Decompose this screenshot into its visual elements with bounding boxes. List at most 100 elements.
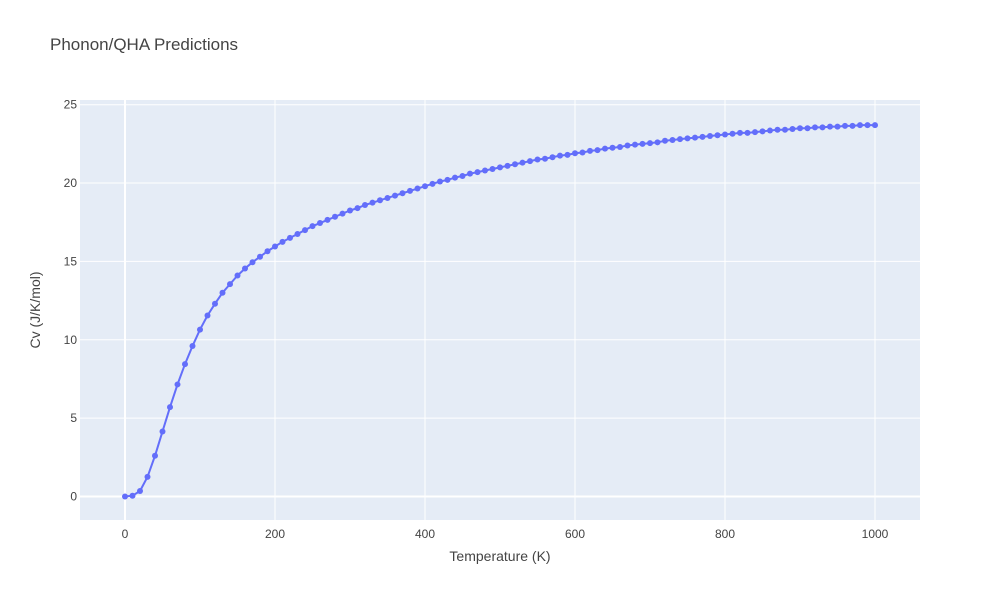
data-point[interactable] bbox=[872, 122, 878, 129]
data-point[interactable] bbox=[354, 205, 361, 212]
data-point[interactable] bbox=[279, 238, 286, 245]
data-point[interactable] bbox=[249, 259, 256, 266]
data-point[interactable] bbox=[234, 272, 241, 279]
data-point[interactable] bbox=[654, 139, 661, 146]
data-point[interactable] bbox=[692, 134, 698, 141]
data-point[interactable] bbox=[602, 145, 608, 152]
data-point[interactable] bbox=[272, 243, 278, 250]
data-point[interactable] bbox=[647, 140, 653, 147]
data-point[interactable] bbox=[797, 125, 803, 132]
data-point[interactable] bbox=[699, 133, 706, 140]
data-point[interactable] bbox=[339, 210, 346, 217]
data-point[interactable] bbox=[512, 161, 518, 168]
data-point[interactable] bbox=[527, 158, 533, 165]
data-point[interactable] bbox=[609, 144, 616, 151]
data-point[interactable] bbox=[669, 136, 676, 143]
data-point[interactable] bbox=[347, 207, 353, 214]
data-point[interactable] bbox=[504, 162, 511, 169]
data-point[interactable] bbox=[752, 129, 758, 136]
data-point[interactable] bbox=[287, 234, 293, 241]
data-point[interactable] bbox=[542, 155, 548, 162]
data-point[interactable] bbox=[144, 473, 151, 480]
data-point[interactable] bbox=[587, 147, 593, 154]
data-point[interactable] bbox=[167, 404, 173, 411]
data-point[interactable] bbox=[759, 128, 766, 135]
data-point[interactable] bbox=[774, 126, 781, 133]
data-point[interactable] bbox=[849, 122, 856, 129]
data-point[interactable] bbox=[707, 133, 713, 140]
data-point[interactable] bbox=[827, 123, 833, 130]
data-point[interactable] bbox=[444, 176, 451, 183]
data-point[interactable] bbox=[842, 122, 848, 129]
data-point[interactable] bbox=[789, 125, 796, 132]
data-point[interactable] bbox=[617, 144, 623, 151]
data-point[interactable] bbox=[684, 135, 691, 142]
data-point[interactable] bbox=[129, 492, 136, 499]
data-point[interactable] bbox=[302, 227, 308, 234]
data-point[interactable] bbox=[534, 156, 541, 163]
data-point[interactable] bbox=[227, 281, 233, 288]
data-point[interactable] bbox=[159, 428, 166, 435]
data-point[interactable] bbox=[729, 130, 736, 137]
data-point[interactable] bbox=[572, 150, 578, 157]
data-point[interactable] bbox=[782, 126, 788, 133]
data-point[interactable] bbox=[324, 216, 331, 223]
data-point[interactable] bbox=[662, 137, 668, 144]
data-point[interactable] bbox=[624, 142, 631, 149]
data-point[interactable] bbox=[317, 220, 323, 227]
data-point[interactable] bbox=[174, 381, 181, 388]
data-point[interactable] bbox=[857, 122, 863, 129]
data-point[interactable] bbox=[744, 129, 751, 136]
data-point[interactable] bbox=[437, 178, 443, 185]
data-point[interactable] bbox=[864, 122, 871, 129]
data-point[interactable] bbox=[722, 131, 728, 138]
data-point[interactable] bbox=[489, 165, 496, 172]
data-point[interactable] bbox=[362, 202, 368, 208]
data-point[interactable] bbox=[459, 173, 466, 180]
data-point[interactable] bbox=[812, 124, 818, 131]
data-point[interactable] bbox=[257, 253, 263, 260]
data-point[interactable] bbox=[122, 493, 128, 500]
data-point[interactable] bbox=[182, 361, 188, 368]
data-point[interactable] bbox=[137, 488, 143, 495]
data-point[interactable] bbox=[369, 199, 376, 206]
data-point[interactable] bbox=[497, 164, 503, 171]
data-point[interactable] bbox=[594, 147, 601, 154]
data-point[interactable] bbox=[467, 170, 473, 177]
data-point[interactable] bbox=[579, 149, 586, 156]
data-point[interactable] bbox=[392, 192, 398, 199]
data-point[interactable] bbox=[639, 140, 646, 147]
data-point[interactable] bbox=[264, 248, 271, 255]
data-point[interactable] bbox=[767, 127, 773, 134]
data-point[interactable] bbox=[294, 230, 301, 237]
data-point[interactable] bbox=[632, 141, 638, 148]
data-point[interactable] bbox=[519, 159, 526, 166]
data-point[interactable] bbox=[377, 197, 383, 204]
data-point[interactable] bbox=[677, 136, 683, 143]
data-point[interactable] bbox=[834, 123, 841, 130]
data-point[interactable] bbox=[422, 183, 428, 190]
data-point[interactable] bbox=[429, 180, 436, 187]
data-point[interactable] bbox=[482, 167, 488, 174]
data-point[interactable] bbox=[414, 185, 421, 192]
data-point[interactable] bbox=[189, 343, 196, 350]
data-point[interactable] bbox=[714, 132, 721, 139]
data-point[interactable] bbox=[549, 154, 556, 161]
data-point[interactable] bbox=[384, 194, 391, 201]
data-point[interactable] bbox=[152, 452, 158, 459]
data-point[interactable] bbox=[819, 124, 826, 131]
data-point[interactable] bbox=[219, 289, 226, 296]
data-point[interactable] bbox=[474, 169, 481, 176]
data-point[interactable] bbox=[212, 300, 218, 307]
data-point[interactable] bbox=[557, 152, 563, 159]
data-point[interactable] bbox=[242, 265, 248, 272]
data-point[interactable] bbox=[804, 125, 811, 132]
data-point[interactable] bbox=[564, 151, 571, 158]
data-point[interactable] bbox=[197, 326, 203, 333]
data-point[interactable] bbox=[737, 129, 743, 136]
data-point[interactable] bbox=[399, 190, 406, 197]
data-point[interactable] bbox=[309, 223, 316, 230]
data-point[interactable] bbox=[452, 174, 458, 181]
data-point[interactable] bbox=[407, 187, 413, 194]
data-point[interactable] bbox=[204, 312, 211, 319]
